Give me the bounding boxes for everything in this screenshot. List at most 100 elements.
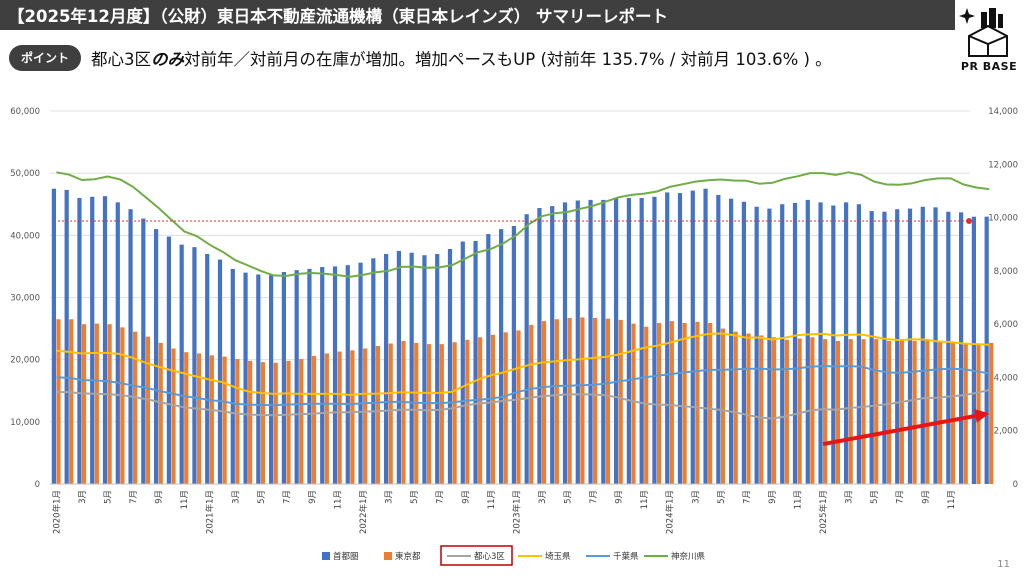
title-bar: 【2025年12月度】（公財）東日本不動産流通機構（東日本レインズ） サマリーレ… — [0, 0, 955, 30]
bar-首都圏 — [102, 196, 108, 484]
bar-東京都 — [184, 352, 189, 484]
bar-東京都 — [145, 336, 151, 484]
bar-東京都 — [797, 338, 802, 484]
bar-首都圏 — [920, 206, 925, 484]
bar-東京都 — [222, 356, 227, 484]
bar-東京都 — [260, 362, 266, 484]
bar-首都圏 — [856, 204, 861, 484]
bar-首都圏 — [409, 252, 414, 484]
x-tick-label: 3月 — [78, 490, 88, 504]
bar-首都圏 — [115, 202, 120, 484]
point-badge: ポイント — [9, 45, 81, 71]
bar-東京都 — [426, 344, 432, 484]
bar-東京都 — [414, 342, 419, 484]
bar-東京都 — [695, 321, 700, 484]
bar-首都圏 — [230, 268, 235, 484]
x-tick-label: 9月 — [921, 490, 931, 504]
bar-東京都 — [107, 324, 112, 484]
x-tick-label: 11月 — [334, 490, 344, 509]
x-tick-label: 2022年1月 — [358, 490, 369, 534]
bar-東京都 — [925, 340, 930, 484]
x-tick-label: 5月 — [717, 490, 727, 504]
bar-首都圏 — [665, 192, 670, 484]
legend-swatch — [322, 552, 330, 560]
bar-首都圏 — [396, 250, 401, 484]
x-tick-label: 11月 — [487, 490, 497, 509]
logo-text: PR BASE — [960, 60, 1018, 73]
bar-首都圏 — [269, 275, 274, 484]
bar-首都圏 — [294, 270, 299, 484]
x-tick-label: 9月 — [768, 490, 778, 504]
bar-首都圏 — [882, 211, 887, 484]
bar-首都圏 — [818, 202, 823, 484]
bar-東京都 — [950, 342, 956, 484]
bar-首都圏 — [562, 202, 568, 484]
x-tick-label: 2023年1月 — [511, 490, 522, 534]
x-tick-label: 11月 — [947, 490, 957, 509]
bar-東京都 — [299, 359, 304, 484]
bar-東京都 — [465, 339, 470, 484]
bar-東京都 — [439, 344, 444, 484]
x-tick-label: 11月 — [180, 490, 190, 509]
y-left-tick-label: 40,000 — [10, 231, 40, 241]
bar-首都圏 — [754, 206, 759, 484]
bar-東京都 — [196, 353, 202, 484]
bar-東京都 — [375, 345, 381, 484]
x-tick-label: 3月 — [231, 490, 241, 504]
bar-首都圏 — [154, 229, 159, 484]
bar-首都圏 — [166, 236, 171, 484]
bar-首都圏 — [831, 205, 836, 484]
bar-東京都 — [874, 339, 879, 484]
bar-首都圏 — [90, 196, 95, 484]
bar-首都圏 — [933, 207, 938, 484]
bar-首都圏 — [486, 234, 491, 484]
bar-首都圏 — [550, 206, 555, 484]
bar-東京都 — [286, 360, 291, 484]
bar-東京都 — [171, 348, 176, 484]
bar-東京都 — [835, 341, 841, 484]
bar-首都圏 — [895, 209, 900, 484]
x-tick-label: 5月 — [870, 490, 880, 504]
bar-東京都 — [541, 321, 547, 484]
legend-label: 埼玉県 — [545, 551, 571, 562]
bar-東京都 — [669, 321, 674, 484]
bar-首都圏 — [511, 226, 516, 484]
bar-東京都 — [311, 355, 317, 484]
bar-東京都 — [529, 324, 534, 484]
x-tick-label: 9月 — [308, 490, 318, 504]
bar-首都圏 — [332, 266, 338, 484]
bar-東京都 — [56, 319, 61, 484]
bar-首都圏 — [192, 247, 197, 484]
bar-首都圏 — [281, 272, 286, 484]
bar-東京都 — [388, 343, 393, 484]
bar-首都圏 — [371, 258, 376, 484]
bar-東京都 — [452, 342, 457, 484]
bar-首都圏 — [358, 262, 363, 484]
y-right-tick-label: 8,000 — [994, 267, 1018, 277]
bar-首都圏 — [907, 208, 913, 484]
bar-東京都 — [771, 337, 777, 484]
bar-東京都 — [784, 339, 789, 484]
chart-bars — [51, 188, 994, 485]
y-left-tick-label: 10,000 — [10, 418, 40, 428]
x-tick-label: 3月 — [538, 490, 548, 504]
bar-首都圏 — [575, 200, 580, 484]
y-left-tick-label: 0 — [35, 480, 40, 490]
bar-首都圏 — [345, 265, 350, 484]
bar-東京都 — [478, 337, 483, 484]
bar-東京都 — [350, 350, 355, 484]
y-left-tick-label: 60,000 — [10, 107, 40, 117]
line-千葉県 — [56, 365, 990, 407]
bar-東京都 — [989, 342, 994, 484]
trend-arrow-shaft — [822, 413, 976, 447]
y-right-tick-label: 10,000 — [988, 214, 1018, 224]
x-tick-label: 2025年1月 — [818, 490, 829, 534]
legend-swatch — [384, 552, 392, 560]
legend-label: 都心3区 — [474, 552, 505, 562]
bar-東京都 — [912, 341, 917, 484]
bar-首都圏 — [652, 196, 657, 484]
bar-東京都 — [848, 339, 853, 484]
bar-東京都 — [490, 334, 496, 484]
bar-東京都 — [235, 359, 240, 484]
bar-東京都 — [401, 341, 406, 484]
